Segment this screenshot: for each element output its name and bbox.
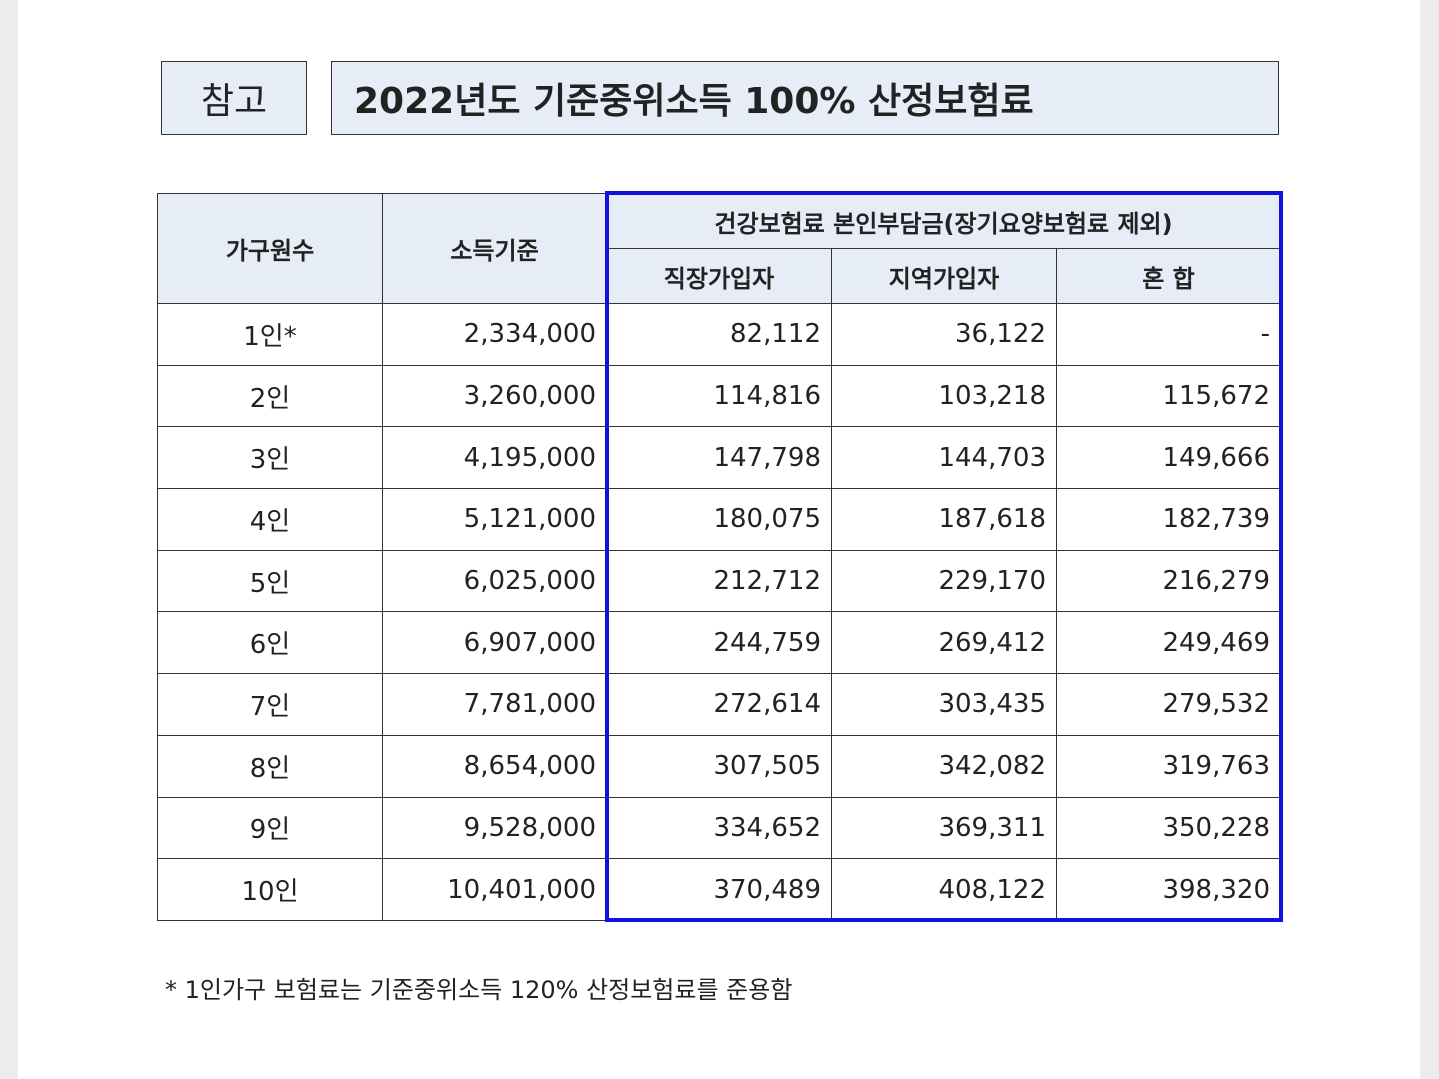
table-body: 1인* 2,334,000 82,112 36,122-2인 3,260,000 114,…	[157, 303, 1281, 921]
table-cell: 6,025,000	[382, 549, 607, 613]
table-cell: 272,614	[606, 673, 832, 736]
table-cell: 182,739	[1056, 488, 1281, 551]
table-row: 3인 4,195,000 147,798 144,703 149,666	[157, 426, 1281, 490]
table-cell: 149,666	[1056, 426, 1281, 490]
table-cell: 187,618	[831, 488, 1057, 551]
table-cell: 319,763	[1056, 734, 1281, 798]
table-row: 4인 5,121,000 180,075 187,618 182,739	[157, 488, 1281, 551]
header-cell: 가구원수	[157, 193, 383, 304]
table-cell: 3인	[157, 426, 383, 490]
table-cell: 82,112	[606, 303, 832, 366]
table-cell: 370,489	[606, 858, 832, 921]
table-cell: 342,082	[831, 734, 1057, 798]
table-cell: 103,218	[831, 364, 1057, 428]
table-cell: 4,195,000	[382, 426, 607, 490]
footnote: * 1인가구 보험료는 기준중위소득 120% 산정보험료를 준용함	[165, 976, 793, 1004]
table-cell: 6인	[157, 611, 383, 675]
table-cell: 244,759	[606, 611, 832, 675]
header-cell: 지역가입자	[831, 248, 1057, 304]
table-cell: 269,412	[831, 611, 1057, 675]
table-cell: 279,532	[1056, 673, 1281, 736]
table-row: 7인 7,781,000 272,614 303,435 279,532	[157, 673, 1281, 736]
header-cell: 직장가입자	[606, 248, 832, 304]
table-cell: 8인	[157, 734, 383, 798]
table-cell: 2인	[157, 364, 383, 428]
table-cell: 307,505	[606, 734, 832, 798]
table-cell: 36,122	[831, 303, 1057, 366]
table-cell: 180,075	[606, 488, 832, 551]
table-cell: 350,228	[1056, 796, 1281, 860]
table-cell: 144,703	[831, 426, 1057, 490]
table-cell: 10인	[157, 858, 383, 921]
header-cell: 혼 합	[1056, 248, 1281, 304]
table-cell: 10,401,000	[382, 858, 607, 921]
table-cell: 4인	[157, 488, 383, 551]
table-cell: 303,435	[831, 673, 1057, 736]
table-cell: 216,279	[1056, 549, 1281, 613]
table-cell: 369,311	[831, 796, 1057, 860]
header-label: 참고	[161, 61, 307, 135]
table-cell: 398,320	[1056, 858, 1281, 921]
table-cell: 249,469	[1056, 611, 1281, 675]
table-cell: -	[1056, 303, 1281, 366]
table-cell: 5,121,000	[382, 488, 607, 551]
table-row: 2인 3,260,000 114,816 103,218 115,672	[157, 364, 1281, 428]
table-row: 9인 9,528,000 334,652 369,311 350,228	[157, 796, 1281, 860]
table-cell: 5인	[157, 549, 383, 613]
table-row: 8인 8,654,000 307,505 342,082 319,763	[157, 734, 1281, 798]
header-title: 2022년도 기준중위소득 100% 산정보험료	[331, 61, 1279, 135]
table-row: 1인* 2,334,000 82,112 36,122-	[157, 303, 1281, 366]
table-cell: 1인*	[157, 303, 383, 366]
table-cell: 147,798	[606, 426, 832, 490]
table-cell: 114,816	[606, 364, 832, 428]
table-cell: 229,170	[831, 549, 1057, 613]
table-cell: 9,528,000	[382, 796, 607, 860]
table-cell: 9인	[157, 796, 383, 860]
table-cell: 212,712	[606, 549, 832, 613]
table-cell: 7,781,000	[382, 673, 607, 736]
header-cell: 건강보험료 본인부담금(장기요양보험료 제외)	[606, 193, 1281, 249]
table-cell: 6,907,000	[382, 611, 607, 675]
table-row: 6인 6,907,000 244,759 269,412 249,469	[157, 611, 1281, 675]
table-cell: 3,260,000	[382, 364, 607, 428]
table-cell: 334,652	[606, 796, 832, 860]
table-row: 5인 6,025,000 212,712 229,170 216,279	[157, 549, 1281, 613]
premium-table: 가구원수 소득기준 건강보험료 본인부담금(장기요양보험료 제외) 직장가입자 …	[157, 193, 1281, 921]
header-cell: 소득기준	[382, 193, 607, 304]
table-cell: 2,334,000	[382, 303, 607, 366]
table-cell: 8,654,000	[382, 734, 607, 798]
table-cell: 115,672	[1056, 364, 1281, 428]
table-row: 10인 10,401,000 370,489 408,122 398,320	[157, 858, 1281, 921]
table-cell: 408,122	[831, 858, 1057, 921]
table-cell: 7인	[157, 673, 383, 736]
